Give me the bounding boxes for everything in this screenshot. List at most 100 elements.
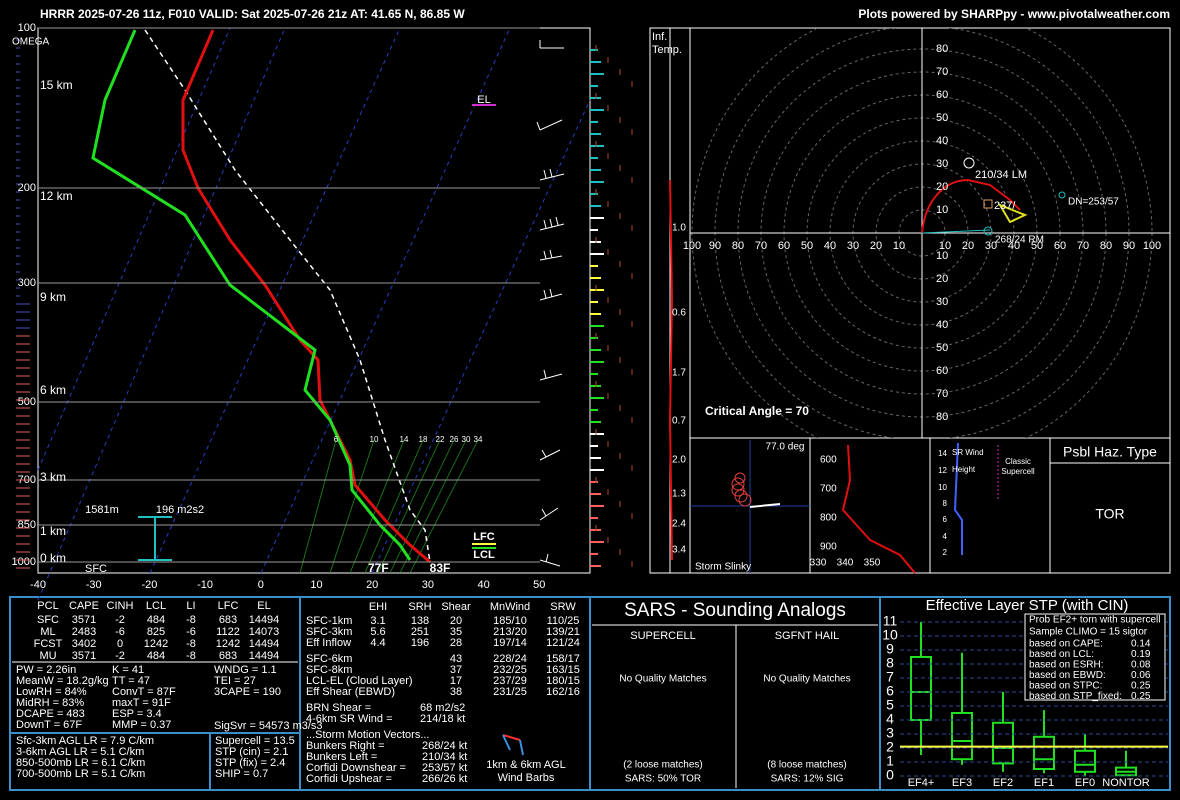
kin-cell: 28	[450, 637, 462, 649]
stp-legend-value: 0.08	[1131, 660, 1151, 671]
theta-pressure: 800	[820, 513, 837, 524]
mixing-label: 18	[419, 435, 428, 444]
parcel-header: EL	[257, 600, 270, 612]
box	[1074, 749, 1096, 773]
stp-ytick: 6	[886, 683, 894, 699]
index: 3CAPE = 190	[214, 686, 281, 698]
motion-value: 210/34 kt	[422, 751, 467, 763]
pressure-label: 500	[18, 396, 36, 408]
slinky-ring	[738, 493, 752, 507]
motion-label: Corfidi Upshear =	[306, 773, 392, 785]
stp-ytick: 8	[886, 655, 894, 671]
ring-label: 60	[936, 365, 948, 377]
kin-cell: 3.1	[370, 615, 385, 627]
srwind-height: Height	[952, 465, 976, 474]
stp-ytick: 1	[886, 753, 894, 769]
kin-cell: SFC-1km	[306, 615, 352, 627]
index: TEI = 27	[214, 675, 256, 687]
kin-cell: 197/14	[493, 637, 527, 649]
kin-header: SRH	[408, 601, 431, 613]
stp-legend-row: based on ESRH:	[1029, 660, 1104, 671]
inferred-title: Temp.	[652, 44, 682, 56]
box	[951, 712, 973, 761]
parcel-cell: -6	[186, 626, 196, 638]
slinky-title: Storm Slinky	[695, 562, 751, 573]
mixing-label: 26	[450, 435, 459, 444]
barb	[539, 553, 561, 567]
height-label: 1 km	[40, 524, 66, 538]
motion-label: Corfidi Downshear =	[306, 762, 406, 774]
temp-label: 10	[310, 579, 322, 591]
barb	[539, 216, 565, 231]
motion-value: 266/26 kt	[422, 773, 467, 785]
srwind-tick: 4	[943, 532, 948, 541]
height-label: 6 km	[40, 383, 66, 397]
ring-label: 20	[936, 273, 948, 285]
stp-ytick: 9	[886, 641, 894, 657]
parcel-header: CAPE	[69, 600, 99, 612]
temperature-trace	[181, 29, 431, 564]
hazard-value: TOR	[1095, 506, 1124, 522]
kin-cell: 162/16	[546, 686, 580, 698]
theta-pressure: 700	[820, 484, 837, 495]
srwind-tick: 10	[938, 483, 947, 492]
mixing-label: 6	[334, 435, 339, 444]
box	[992, 721, 1014, 765]
temp-label: -40	[30, 579, 46, 591]
composite: SHIP = 0.7	[215, 768, 268, 780]
temp-sfc-label: 83F	[430, 561, 451, 575]
hodo-trace	[921, 178, 1021, 234]
index: ESP = 3.4	[112, 708, 162, 720]
ring-label: 90	[1123, 240, 1135, 252]
inferred-label: 0.6	[672, 308, 686, 319]
mean-label: 237/	[994, 200, 1016, 212]
index: maxT = 91F	[112, 697, 171, 709]
parcel-trace	[144, 29, 431, 563]
ring-label: 100	[683, 240, 701, 252]
ring-label: 80	[936, 43, 948, 55]
slinky-tilt	[749, 503, 781, 508]
height-label: 9 km	[40, 290, 66, 304]
ring-label: 20	[870, 240, 882, 252]
kin-cell: SFC-6km	[306, 653, 352, 665]
kin-cell: 180/15	[546, 675, 580, 687]
slinky-ring	[731, 477, 745, 491]
lfc-label: LFC	[473, 531, 494, 543]
pressure-label: 200	[18, 182, 36, 194]
pressure-label: 850	[18, 519, 36, 531]
parcel-cell: 14494	[249, 614, 280, 626]
stp-legend	[1024, 613, 1166, 701]
temp-label: 40	[477, 579, 489, 591]
parcel-cell: 14494	[249, 638, 280, 650]
temp-label: -10	[197, 579, 213, 591]
inferred-trace	[668, 179, 674, 561]
index: MidRH = 83%	[16, 697, 84, 709]
parcel-cell: -8	[186, 614, 196, 626]
composite: Supercell = 13.5	[215, 735, 295, 747]
box	[1033, 735, 1055, 770]
mixing-line	[389, 439, 455, 574]
temp-label: 30	[422, 579, 434, 591]
kin-cell: 196	[411, 637, 429, 649]
ring-label: 10	[936, 250, 948, 262]
kin-cell: 139/21	[546, 626, 580, 638]
motion-value: 268/24 kt	[422, 740, 467, 752]
kin-cell: SFC-8km	[306, 664, 352, 676]
temp-label: 20	[366, 579, 378, 591]
barb	[539, 507, 559, 521]
hodo-vector	[921, 229, 991, 234]
stp-legend-value: 0.25	[1131, 681, 1151, 692]
stp-legend-value: 0.19	[1131, 649, 1151, 660]
kin-cell: Eff Shear (EBWD)	[306, 686, 395, 698]
sars-title: SARS - Sounding Analogs	[624, 600, 846, 621]
motion-label: Bunkers Left =	[306, 751, 377, 763]
ring-label: 80	[1100, 240, 1112, 252]
ring-label: 70	[1077, 240, 1089, 252]
srwind-classic: Classic	[1005, 457, 1031, 466]
ring-label: 50	[801, 240, 813, 252]
pressure-label: 100	[18, 22, 36, 34]
ring-label: 100	[1143, 240, 1161, 252]
index: PW = 2.26in	[16, 664, 76, 676]
